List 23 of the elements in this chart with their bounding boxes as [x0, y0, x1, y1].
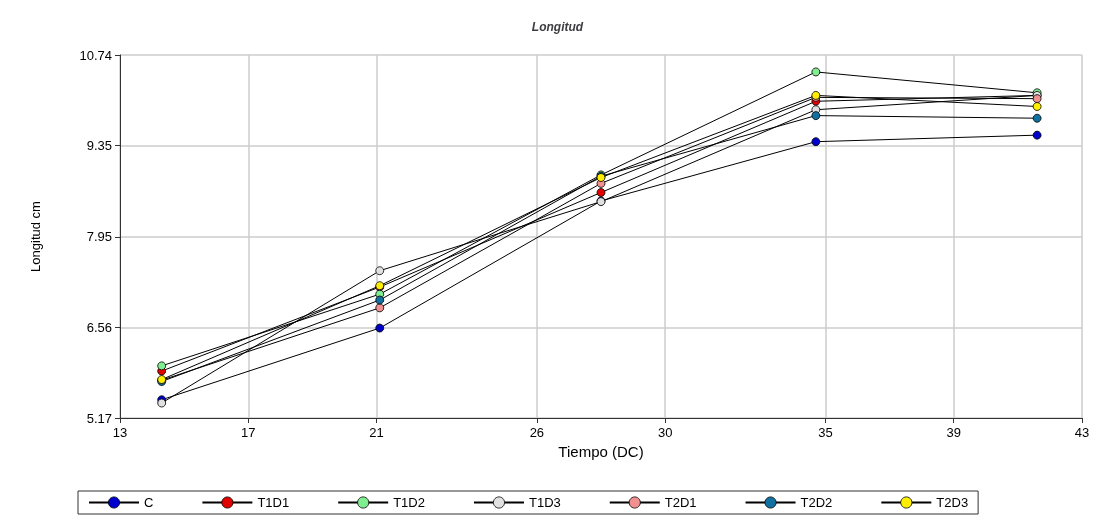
y-tick-label: 7.95: [86, 229, 112, 245]
x-tick-label: 43: [1074, 425, 1090, 440]
x-tick-label: 39: [946, 425, 961, 440]
y-tick-label: 6.56: [86, 319, 112, 335]
y-tick-label: 5.17: [86, 410, 112, 426]
legend-label: T1D3: [528, 495, 561, 510]
x-axis-title: Tiempo (DC): [558, 443, 644, 460]
y-tick-label: 10.74: [79, 47, 112, 63]
legend-label: T1D1: [257, 495, 290, 510]
chart-title: Longitud: [531, 20, 584, 34]
x-tick-label: 13: [112, 425, 128, 440]
legend-label: T1D2: [393, 495, 425, 510]
y-axis-title: Longitud cm: [28, 201, 43, 272]
legend-label: T2D1: [664, 495, 697, 510]
legend-label: T2D2: [800, 495, 833, 510]
y-tick-label: 9.35: [86, 138, 112, 154]
x-tick-label: 26: [529, 425, 545, 440]
x-tick-label: 30: [657, 425, 673, 440]
x-tick-label: 21: [369, 425, 384, 440]
x-tick-label: 17: [241, 425, 256, 440]
legend-label: C: [144, 495, 154, 510]
x-tick-label: 35: [818, 425, 833, 440]
legend-label: T2D3: [936, 495, 969, 510]
